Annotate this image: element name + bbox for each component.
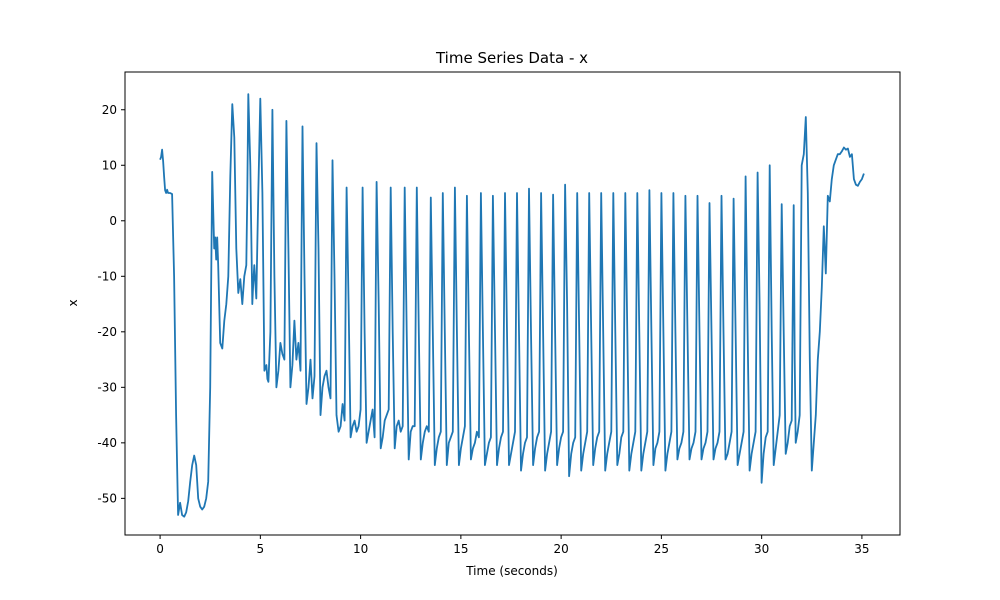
- y-tick-label: -20: [97, 325, 117, 339]
- x-tick-label: 0: [156, 542, 164, 556]
- y-axis-label: x: [66, 299, 80, 306]
- y-tick-label: -10: [97, 269, 117, 283]
- x-tick-label: 35: [854, 542, 869, 556]
- chart-title: Time Series Data - x: [435, 49, 588, 67]
- y-tick-label: 0: [109, 214, 117, 228]
- y-tick-label: -30: [97, 380, 117, 394]
- x-tick-label: 10: [353, 542, 368, 556]
- x-tick-label: 20: [553, 542, 568, 556]
- x-tick-label: 5: [257, 542, 265, 556]
- plot-frame: [124, 71, 901, 536]
- x-axis-label: Time (seconds): [465, 564, 558, 578]
- y-tick-label: 20: [102, 103, 117, 117]
- x-tick-label: 15: [453, 542, 468, 556]
- y-tick-label: 10: [102, 158, 117, 172]
- y-tick-label: -50: [97, 491, 117, 505]
- y-tick-label: -40: [97, 436, 117, 450]
- series-line: [159, 93, 865, 518]
- x-tick-label: 25: [654, 542, 669, 556]
- axis-ticks: 0 5 10 15 20 25 30 35 -50 -40 -30 -20 -10 0 10 20: [97, 103, 869, 556]
- x-tick-label: 30: [754, 542, 769, 556]
